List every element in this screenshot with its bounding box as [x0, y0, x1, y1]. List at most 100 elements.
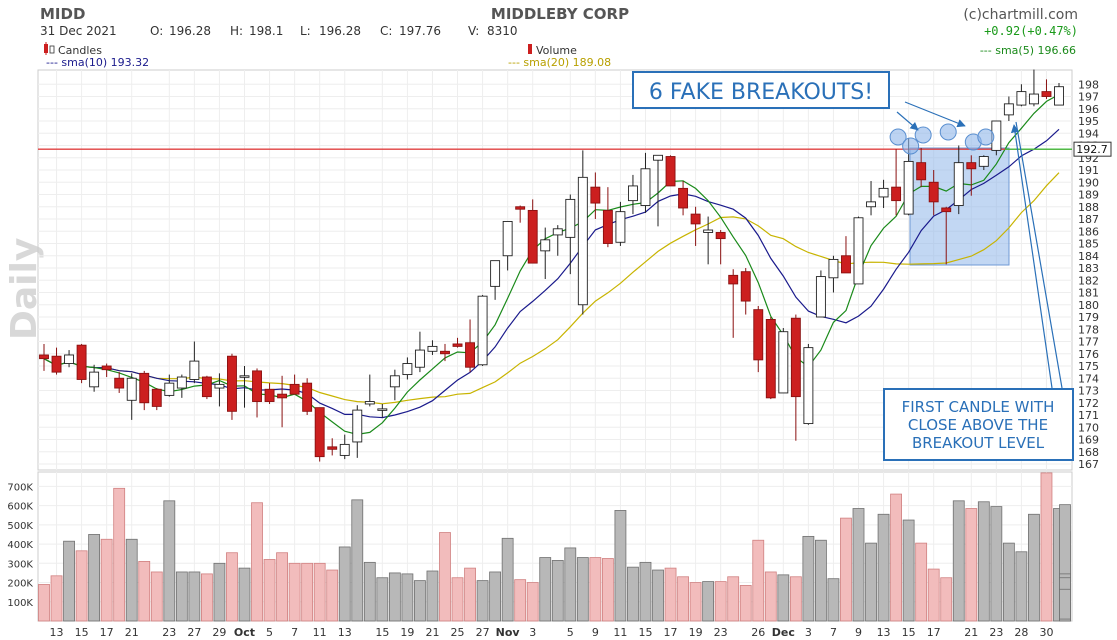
volume-bar: [263, 559, 276, 622]
volume-bar: [326, 569, 339, 622]
volume-bar: [689, 582, 702, 622]
date-tick-label: 19: [689, 626, 703, 639]
candle-body: [352, 409, 363, 443]
date-tick-label: 15: [375, 626, 389, 639]
date-tick-label: 19: [400, 626, 414, 639]
volume-bar: [376, 577, 389, 622]
date-tick-label: 11: [313, 626, 327, 639]
company-name: MIDDLEBY CORP: [491, 5, 629, 23]
volume-bar: [276, 552, 288, 622]
volume-bar: [388, 572, 401, 622]
volume-bar: [664, 567, 677, 622]
price-tick-label: 172: [1078, 397, 1099, 410]
volume-bar: [576, 557, 589, 622]
candle-body: [239, 375, 250, 378]
candle-body: [565, 198, 576, 238]
volume-bar: [226, 552, 238, 622]
candle-body: [540, 239, 551, 252]
sma5-legend-label: --- sma(5) 196.66: [980, 44, 1076, 57]
volume-bar: [902, 519, 915, 622]
price-tick-label: 188: [1078, 201, 1099, 214]
volume-tick-label: 600K: [7, 502, 33, 513]
candle-body: [615, 211, 626, 243]
volume-tick-label: 400K: [7, 540, 33, 551]
date-tick-label: 11: [613, 626, 627, 639]
volume-bar: [351, 499, 364, 622]
price-tick-label: 195: [1078, 115, 1099, 128]
volume-tick-label: 200K: [7, 579, 33, 590]
legend: Candles --- sma(10) 193.32 Volume --- sm…: [44, 42, 1076, 69]
price-tick-label: 177: [1078, 336, 1099, 349]
candle-body: [628, 185, 638, 202]
candle-body: [440, 350, 450, 355]
volume-legend-swatch: [528, 44, 532, 54]
price-tick-label: 178: [1078, 323, 1099, 336]
ohlcv-value: 8310: [487, 24, 518, 38]
date-tick-label: 28: [1014, 626, 1028, 639]
volume-bar: [414, 580, 426, 622]
price-tick-label: 179: [1078, 311, 1099, 324]
candle-body: [866, 201, 876, 208]
volume-bar: [714, 581, 727, 622]
candle-body: [715, 232, 726, 240]
candle-body: [502, 220, 513, 257]
quote-date: 31 Dec 2021: [40, 24, 117, 38]
candle-body: [853, 217, 864, 285]
candle-body: [490, 260, 501, 287]
date-tick-label: 23: [714, 626, 728, 639]
candle-body: [302, 382, 313, 412]
date-tick-label: 23: [162, 626, 176, 639]
candle-body: [89, 371, 100, 388]
date-tick-label: Dec: [772, 626, 795, 639]
volume-bar: [213, 562, 226, 622]
candle-body: [414, 349, 425, 368]
first-candle-box: [883, 388, 1074, 461]
candle-body: [640, 168, 651, 206]
candle-body: [903, 160, 914, 215]
volume-bar: [125, 538, 138, 622]
volume-bar: [927, 568, 940, 622]
volume-bar: [789, 576, 802, 622]
candle-body: [1003, 103, 1014, 116]
date-tick-label: 25: [451, 626, 465, 639]
date-tick-label: 17: [100, 626, 114, 639]
date-tick-label: 21: [125, 626, 139, 639]
price-plot-frame: [37, 69, 1073, 471]
price-tick-label: 187: [1078, 213, 1099, 226]
date-tick-label: 5: [567, 626, 574, 639]
price-tick-label: 183: [1078, 262, 1099, 275]
volume-bar: [551, 560, 564, 622]
date-tick-label: 21: [425, 626, 439, 639]
candle-body: [966, 162, 977, 170]
ohlcv-value: 197.76: [399, 24, 441, 38]
candle-body: [602, 209, 613, 244]
date-tick-label: 9: [592, 626, 599, 639]
ohlcv-label: O:: [150, 24, 163, 38]
date-tick-label: 15: [75, 626, 89, 639]
candle-body: [389, 375, 400, 388]
price-tick-label: 186: [1078, 225, 1099, 238]
candle-body: [527, 209, 538, 264]
candle-body: [51, 355, 62, 373]
volume-bar: [514, 579, 527, 622]
date-tick-label: 27: [187, 626, 201, 639]
moving-average-lines: [38, 93, 1072, 436]
volume-bar: [702, 581, 715, 622]
volume-bar: [915, 542, 928, 622]
ohlcv-value: 196.28: [319, 24, 361, 38]
candle-body: [1041, 91, 1052, 97]
candle-body: [176, 376, 187, 389]
candle-body: [339, 443, 350, 456]
volume-bar: [601, 558, 614, 622]
price-tick-label: 198: [1078, 78, 1099, 91]
date-tick-label: Nov: [496, 626, 521, 639]
candle-body: [878, 187, 889, 198]
fake-breakout-circle: [977, 128, 995, 146]
volume-bar: [163, 500, 176, 622]
volume-bar: [990, 506, 1003, 622]
candle-body: [164, 382, 175, 396]
candle-body: [828, 258, 839, 279]
price-tick-label: 168: [1078, 446, 1099, 459]
price-tick-label: 173: [1078, 385, 1099, 398]
